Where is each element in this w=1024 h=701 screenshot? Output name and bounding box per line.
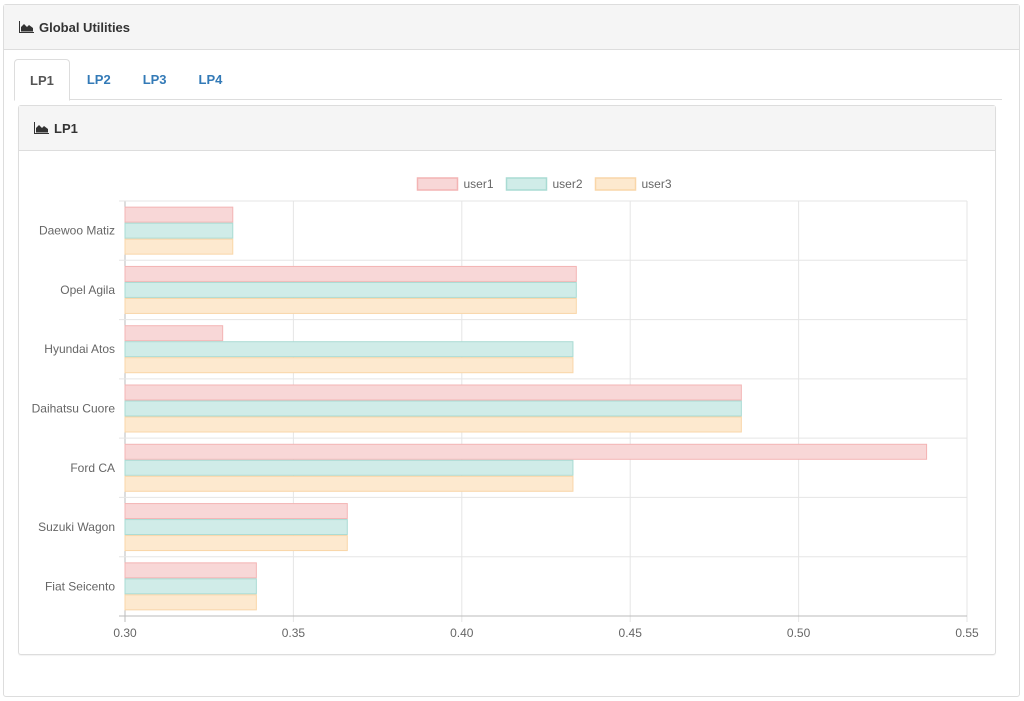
- bar-user1-4: [124, 443, 928, 460]
- bar-user2-2: [124, 341, 574, 358]
- lp1-panel-heading: LP1: [19, 106, 995, 151]
- y-tick-label: Opel Agila: [60, 283, 115, 297]
- legend-swatch-user2: [505, 177, 548, 191]
- bar-user1-2: [124, 325, 224, 342]
- x-tick-label: 0.55: [955, 626, 979, 640]
- bar-user3-3: [124, 416, 742, 433]
- area-chart-icon: [19, 21, 34, 33]
- tab-bar: LP1 LP2 LP3 LP4: [14, 59, 1002, 101]
- tab-lp2[interactable]: LP2: [86, 72, 111, 87]
- x-tick-label: 0.50: [787, 626, 811, 640]
- bar-user1-1: [124, 265, 577, 282]
- bar-user1-3: [124, 384, 742, 401]
- bar-user3-0: [124, 238, 234, 255]
- legend-swatch-user1: [416, 177, 459, 191]
- lp1-panel: LP1 Daewoo Matiz Opel Agila Hyundai Atos Da…: [18, 105, 996, 655]
- y-tick-label: Ford CA: [70, 461, 115, 475]
- x-tick-label: 0.30: [113, 626, 137, 640]
- bar-user3-1: [124, 297, 577, 314]
- bar-user3-4: [124, 475, 574, 492]
- bar-user2-0: [124, 222, 234, 239]
- x-tick-label: 0.40: [450, 626, 474, 640]
- bar-user1-0: [124, 206, 234, 223]
- panel-heading: Global Utilities: [4, 5, 1019, 50]
- x-tick-label: 0.45: [619, 626, 643, 640]
- bar-user2-1: [124, 281, 577, 298]
- bar-user3-6: [124, 594, 257, 611]
- bar-user2-3: [124, 400, 742, 417]
- legend-label-user3: user3: [642, 177, 672, 191]
- tab-lp4[interactable]: LP4: [198, 72, 223, 87]
- y-tick-label: Daewoo Matiz: [39, 224, 115, 238]
- bar-user3-5: [124, 535, 348, 552]
- lp1-panel-title: LP1: [54, 120, 78, 136]
- legend-label-user2: user2: [553, 177, 583, 191]
- legend-label-user1: user1: [464, 177, 494, 191]
- area-chart-icon: [34, 122, 49, 134]
- bar-user3-2: [124, 357, 574, 374]
- y-tick-label: Hyundai Atos: [44, 342, 115, 356]
- panel-title: Global Utilities: [39, 19, 131, 35]
- x-tick-label: 0.35: [282, 626, 306, 640]
- bar-user2-5: [124, 519, 348, 536]
- bar-user2-6: [124, 578, 257, 595]
- legend-swatch-user3: [594, 177, 637, 191]
- bar-user1-6: [124, 562, 257, 579]
- y-tick-label: Suzuki Wagon: [38, 520, 115, 534]
- bar-user1-5: [124, 503, 348, 520]
- bar-chart: Daewoo Matiz Opel Agila Hyundai Atos Daihat…: [32, 177, 979, 640]
- y-tick-label: Fiat Seicento: [45, 579, 115, 593]
- bar-user2-4: [124, 459, 574, 476]
- tab-lp1[interactable]: LP1: [14, 59, 70, 101]
- y-tick-label: Daihatsu Cuore: [32, 402, 116, 416]
- tab-lp3[interactable]: LP3: [142, 72, 167, 87]
